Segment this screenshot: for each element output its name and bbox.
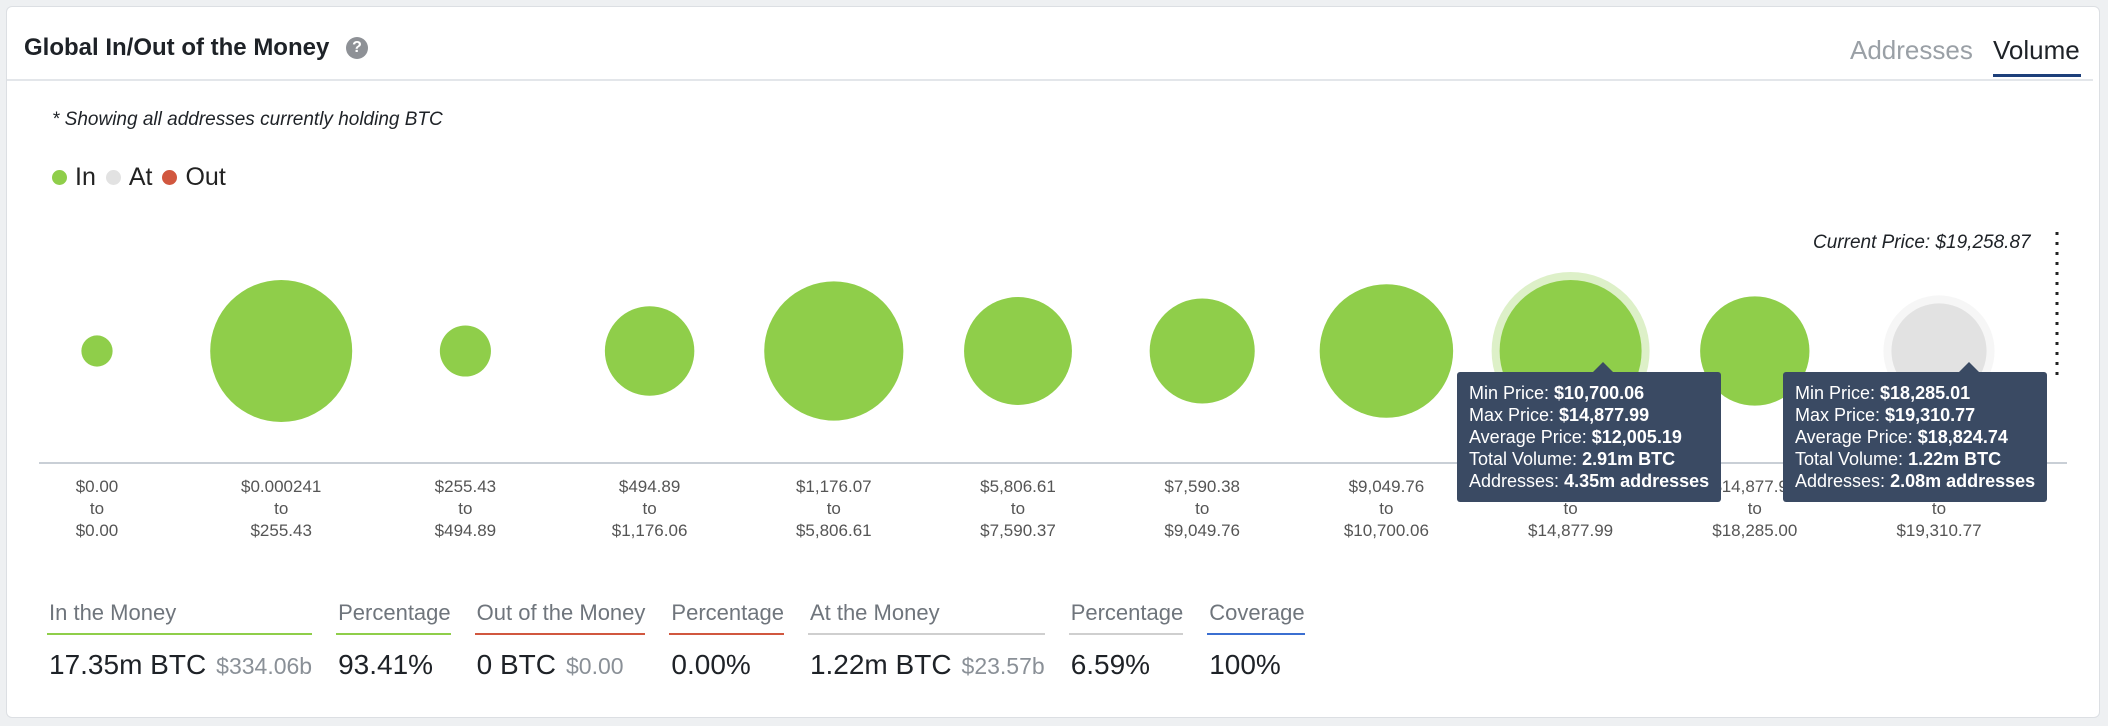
tooltip-line: Addresses: 4.35m addresses — [1469, 471, 1710, 491]
x-tick-label-to-word: to — [1932, 499, 1946, 518]
x-tick-label-to-word: to — [458, 499, 472, 518]
stat-value: 17.35m BTC $334.06b — [49, 649, 313, 680]
x-tick-label-from: $5,806.61 — [980, 477, 1056, 496]
bubble-0[interactable] — [81, 335, 113, 367]
x-tick-label-to: $9,049.76 — [1164, 521, 1240, 540]
stat-out-of-the-money: Out of the Money 0 BTC $0.00 — [474, 600, 646, 681]
active-tab-indicator — [1993, 74, 2081, 77]
x-tick-label-to: $18,285.00 — [1712, 521, 1797, 540]
legend-item-in[interactable]: In — [52, 163, 96, 192]
stat-value: 1.22m BTC $23.57b — [809, 649, 1045, 680]
stat-value: 6.59% — [1070, 649, 1151, 680]
legend-item-at[interactable]: At — [105, 163, 153, 192]
x-tick-label-to-word: to — [1379, 499, 1393, 518]
x-tick-label-to-word: to — [1564, 499, 1578, 518]
bubble-6[interactable] — [1149, 298, 1255, 404]
legend-item-out[interactable]: Out — [162, 163, 226, 192]
question-circle-icon[interactable]: ? — [346, 37, 368, 59]
stat-in-the-money: In the Money 17.35m BTC $334.06b — [47, 600, 313, 681]
tooltip-line: Average Price: $18,824.74 — [1795, 427, 2008, 447]
x-tick-label-to-word: to — [643, 499, 657, 518]
stat-label: In the Money — [47, 600, 313, 635]
bubble-2[interactable] — [439, 325, 491, 377]
stat-at-percentage: Percentage 6.59% — [1068, 600, 1184, 681]
x-tick-label-from: $494.89 — [619, 477, 680, 496]
stat-sub: $334.06b — [216, 653, 313, 679]
legend-in-dot-icon — [52, 170, 67, 185]
stat-out-percentage: Percentage 0.00% — [669, 600, 784, 681]
bubble-7[interactable] — [1319, 284, 1454, 418]
tooltip-line: Max Price: $19,310.77 — [1795, 405, 1976, 425]
summary-stats: In the Money 17.35m BTC $334.06b Percenta… — [47, 600, 1329, 681]
x-tick-label-to-word: to — [274, 499, 288, 518]
tooltip-line: Min Price: $18,285.01 — [1795, 383, 1971, 403]
x-tick-label-from: $7,590.38 — [1164, 477, 1240, 496]
x-tick-label-to: $10,700.06 — [1344, 521, 1429, 540]
holding-note: * Showing all addresses currently holdin… — [52, 109, 443, 130]
tooltip-line: Min Price: $10,700.06 — [1469, 383, 1645, 403]
current-price-label: Current Price: $19,258.87 — [1813, 232, 2031, 253]
x-tick-label-to: $0.00 — [76, 521, 119, 540]
x-tick-label-from: $0.000241 — [241, 477, 321, 496]
stat-label: Out of the Money — [474, 600, 646, 635]
legend-at-label: At — [128, 163, 153, 191]
bubble-3[interactable] — [604, 306, 695, 396]
stat-value: 0.00% — [671, 649, 751, 680]
stat-label: At the Money — [807, 600, 1045, 635]
x-tick-label-to-word: to — [90, 499, 104, 518]
x-tick-label-to-word: to — [1195, 499, 1209, 518]
x-tick-label-to: $14,877.99 — [1528, 521, 1613, 540]
x-tick-label-to: $19,310.77 — [1896, 521, 1981, 540]
stat-label: Percentage — [1068, 600, 1184, 635]
tooltip-arrow — [1593, 362, 1613, 372]
stat-label: Percentage — [336, 600, 451, 635]
stat-sub: $0.00 — [566, 653, 624, 679]
stat-value: 0 BTC $0.00 — [476, 649, 624, 680]
tooltip-line: Total Volume: 1.22m BTC — [1795, 449, 2002, 469]
chart-card: Global In/Out of the Money ? Addresses V… — [6, 6, 2100, 718]
stat-label: Coverage — [1207, 600, 1305, 635]
x-tick-label-to: $494.89 — [435, 521, 496, 540]
bubble-1[interactable] — [210, 280, 353, 422]
x-tick-label-to-word: to — [1011, 499, 1025, 518]
x-tick-label-to-word: to — [827, 499, 841, 518]
x-tick-label-from: $255.43 — [435, 477, 496, 496]
tooltip-bucket-10700-14877: Min Price: $10,700.06 Max Price: $14,877… — [1457, 362, 1722, 502]
tooltip-line: Total Volume: 2.91m BTC — [1469, 449, 1676, 469]
legend-out-label: Out — [185, 163, 226, 191]
legend-in-label: In — [75, 163, 96, 191]
x-tick-label-from: $14,877.99 — [1712, 477, 1797, 496]
chart-title: Global In/Out of the Money — [24, 34, 330, 61]
card-header: Global In/Out of the Money ? Addresses V… — [7, 7, 2093, 81]
bubble-9[interactable] — [1700, 296, 1810, 406]
x-tick-label-to: $7,590.37 — [980, 521, 1056, 540]
tooltip-line: Addresses: 2.08m addresses — [1795, 471, 2036, 491]
tab-volume[interactable]: Volume — [1993, 35, 2080, 65]
tooltip-bucket-18285-19310: Min Price: $18,285.01 Max Price: $19,310… — [1783, 362, 2048, 502]
chart-legend: In At Out — [52, 163, 236, 192]
legend-at-dot-icon — [105, 170, 121, 185]
x-tick-label-from: $1,176.07 — [796, 477, 872, 496]
x-tick-label-from: $9,049.76 — [1349, 477, 1425, 496]
x-tick-label-to: $255.43 — [250, 521, 311, 540]
stat-value: 100% — [1209, 649, 1281, 680]
stat-sub: $23.57b — [961, 653, 1045, 679]
x-tick-label-to: $5,806.61 — [796, 521, 872, 540]
stat-label: Percentage — [669, 600, 784, 635]
stat-in-percentage: Percentage 93.41% — [336, 600, 451, 681]
tab-addresses[interactable]: Addresses — [1850, 35, 1973, 65]
bubble-4[interactable] — [764, 281, 904, 421]
stat-at-the-money: At the Money 1.22m BTC $23.57b — [807, 600, 1045, 681]
stat-value: 93.41% — [338, 649, 434, 680]
tooltip-arrow — [1959, 362, 1979, 372]
stat-coverage: Coverage 100% — [1207, 600, 1305, 681]
x-tick-label-from: $0.00 — [76, 477, 119, 496]
x-tick-label-to-word: to — [1748, 499, 1762, 518]
legend-out-dot-icon — [162, 170, 178, 185]
tooltip-line: Max Price: $14,877.99 — [1469, 405, 1650, 425]
tooltip-line: Average Price: $12,005.19 — [1469, 427, 1682, 447]
bubble-5[interactable] — [964, 297, 1072, 405]
x-tick-label-to: $1,176.06 — [612, 521, 688, 540]
